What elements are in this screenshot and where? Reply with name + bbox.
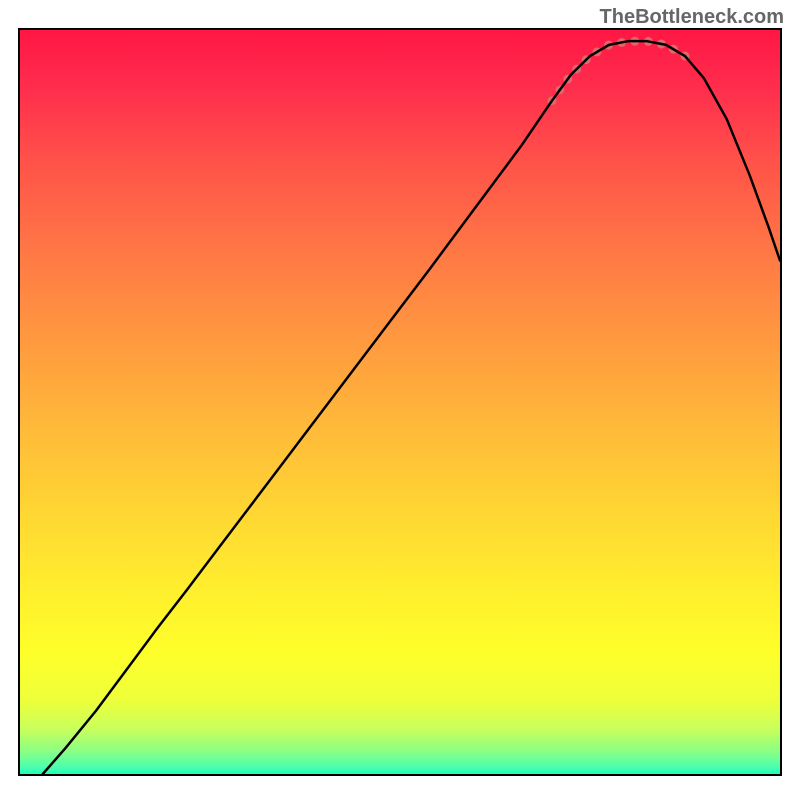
chart-container: TheBottleneck.com bbox=[0, 0, 800, 800]
watermark-text: TheBottleneck.com bbox=[600, 6, 784, 29]
main-curve bbox=[43, 41, 780, 774]
curve-layer bbox=[20, 30, 780, 774]
plot-area bbox=[18, 28, 782, 776]
